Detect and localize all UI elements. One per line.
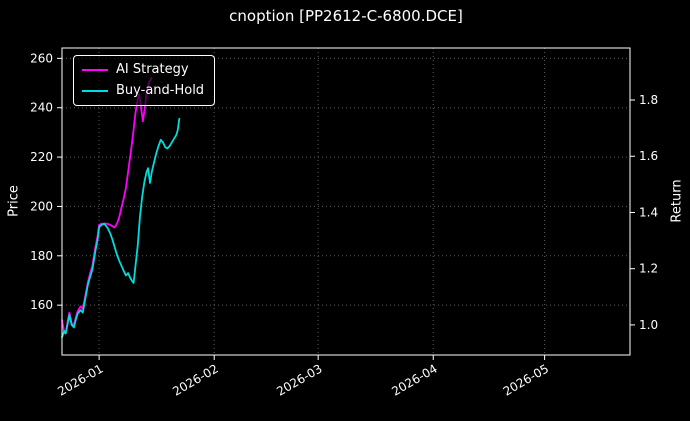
return-tick-label: 1.4 [639, 205, 658, 219]
series-line-buy-and-hold [61, 117, 181, 339]
chart-title: cnoption [PP2612-C-6800.DCE] [229, 7, 463, 25]
price-tick-label: 240 [30, 101, 53, 115]
price-tick-label: 220 [30, 150, 53, 164]
return-tick-label: 1.2 [639, 262, 658, 276]
legend-label-buy-and-hold: Buy-and-Hold [116, 83, 205, 98]
ai-strategy-line-sample [82, 68, 108, 72]
date-tick-label: 2026-05 [501, 361, 551, 398]
return-tick-label: 1.8 [639, 93, 658, 107]
date-tick-label: 2026-04 [389, 361, 439, 398]
date-tick-label: 2026-03 [274, 361, 324, 398]
legend: AI Strategy Buy-and-Hold [73, 55, 216, 106]
price-tick-label: 260 [30, 51, 53, 65]
buy-and-hold-line-sample [82, 89, 108, 93]
price-tick-label: 160 [30, 298, 53, 312]
legend-item-buy-and-hold: Buy-and-Hold [82, 83, 204, 99]
return-tick-label: 1.6 [639, 149, 658, 163]
price-tick-label: 200 [30, 199, 53, 213]
price-tick-label: 180 [30, 249, 53, 263]
axes-spines [61, 47, 631, 356]
date-tick-label: 2026-02 [170, 361, 220, 398]
legend-label-ai-strategy: AI Strategy [116, 62, 189, 77]
date-tick-label: 2026-01 [55, 361, 105, 398]
return-tick-label: 1.0 [639, 318, 658, 332]
legend-item-ai-strategy: AI Strategy [82, 62, 204, 78]
